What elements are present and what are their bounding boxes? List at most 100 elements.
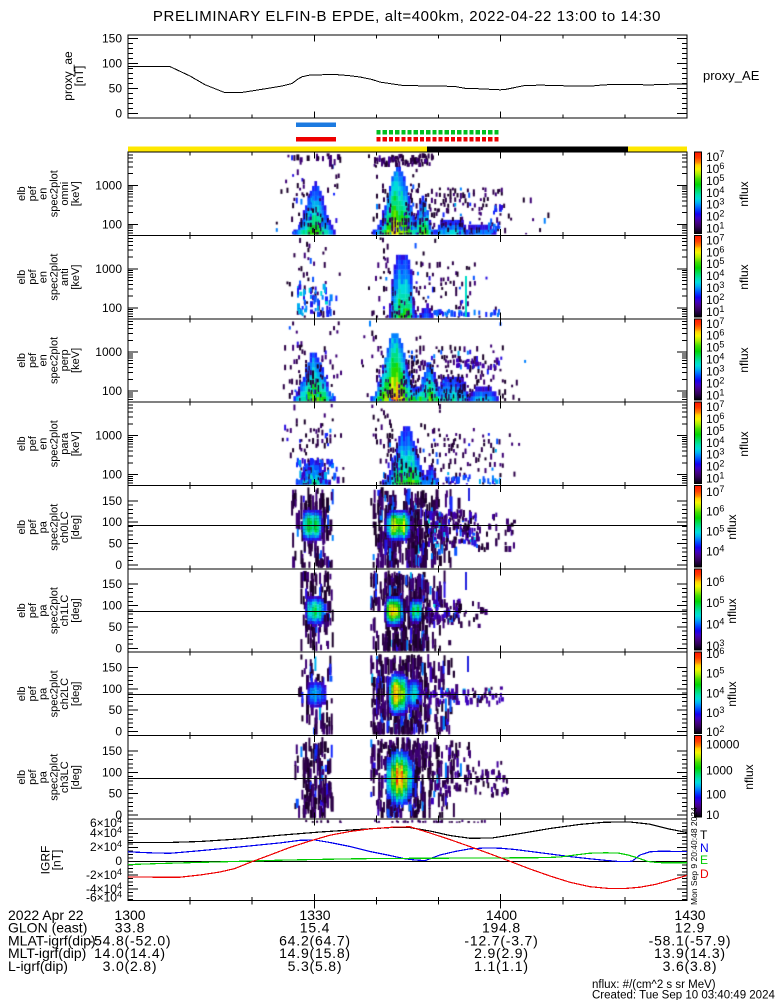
svg-text:nflux: nflux xyxy=(725,598,739,623)
svg-text:spec2plot: spec2plot xyxy=(48,504,60,551)
svg-text:elb: elb xyxy=(16,687,28,702)
svg-text:T: T xyxy=(700,828,708,842)
svg-text:104: 104 xyxy=(706,544,724,559)
svg-text:pa: pa xyxy=(38,770,50,783)
svg-text:elb: elb xyxy=(16,603,28,618)
svg-text:104: 104 xyxy=(706,685,724,700)
svg-text:150: 150 xyxy=(102,660,122,674)
svg-text:12.9: 12.9 xyxy=(675,920,705,936)
svg-text:100: 100 xyxy=(102,217,122,231)
svg-text:pa: pa xyxy=(38,520,50,533)
svg-text:en: en xyxy=(38,354,50,366)
svg-text:[keV]: [keV] xyxy=(70,265,82,290)
svg-text:0: 0 xyxy=(115,107,122,121)
svg-text:Created: Tue Sep 10 03:40:49 2: Created: Tue Sep 10 03:40:49 2024 xyxy=(592,990,775,1000)
svg-text:1000: 1000 xyxy=(95,178,122,192)
svg-text:nflux: nflux xyxy=(737,264,751,289)
svg-text:pa: pa xyxy=(38,604,50,617)
svg-text:pef: pef xyxy=(27,769,39,785)
svg-text:pef: pef xyxy=(27,519,39,535)
svg-text:elb: elb xyxy=(16,436,28,451)
svg-text:pef: pef xyxy=(27,269,39,285)
svg-text:1.1(1.1): 1.1(1.1) xyxy=(474,958,529,974)
svg-text:50: 50 xyxy=(109,787,123,801)
svg-text:-4×104: -4×104 xyxy=(86,881,122,896)
svg-text:0: 0 xyxy=(115,854,122,868)
svg-text:N: N xyxy=(700,841,709,855)
svg-text:en: en xyxy=(38,271,50,283)
svg-text:103: 103 xyxy=(706,705,724,720)
svg-text:100: 100 xyxy=(102,599,122,613)
svg-text:106: 106 xyxy=(706,574,724,589)
svg-text:omni: omni xyxy=(59,182,71,206)
svg-text:15.4: 15.4 xyxy=(300,920,330,936)
svg-text:150: 150 xyxy=(102,494,122,508)
svg-text:100: 100 xyxy=(102,765,122,779)
svg-text:-6×104: -6×104 xyxy=(86,890,122,905)
svg-text:spec2plot: spec2plot xyxy=(48,670,60,717)
svg-text:MLT-igrf(dip): MLT-igrf(dip) xyxy=(8,945,86,961)
svg-text:1000: 1000 xyxy=(95,429,122,443)
svg-text:0: 0 xyxy=(115,725,122,739)
svg-text:64.2(64.7): 64.2(64.7) xyxy=(279,932,351,948)
svg-text:50: 50 xyxy=(109,703,123,717)
svg-text:perp: perp xyxy=(59,349,71,371)
svg-text:150: 150 xyxy=(102,744,122,758)
svg-text:nflux: nflux xyxy=(725,514,739,539)
svg-text:proxy_AE: proxy_AE xyxy=(703,68,760,83)
svg-text:nflux: #/(cm^2 s sr MeV): nflux: #/(cm^2 s sr MeV) xyxy=(592,979,716,991)
svg-text:105: 105 xyxy=(706,665,724,680)
svg-text:1000: 1000 xyxy=(706,763,733,777)
svg-text:107: 107 xyxy=(706,484,724,499)
svg-text:1000: 1000 xyxy=(95,262,122,276)
svg-text:1300: 1300 xyxy=(114,907,145,923)
svg-text:nflux: nflux xyxy=(737,181,751,206)
svg-text:spec2plot: spec2plot xyxy=(48,754,60,801)
svg-text:pef: pef xyxy=(27,435,39,451)
svg-text:194.8: 194.8 xyxy=(482,920,521,936)
svg-text:[deg]: [deg] xyxy=(70,682,82,706)
svg-text:anti: anti xyxy=(59,268,71,286)
svg-text:2×104: 2×104 xyxy=(90,839,122,854)
svg-text:-12.7(-3.7): -12.7(-3.7) xyxy=(464,932,538,948)
svg-text:33.8: 33.8 xyxy=(115,920,145,936)
svg-text:100: 100 xyxy=(102,682,122,696)
svg-text:Mon Sep 9 20:40:48 2024: Mon Sep 9 20:40:48 2024 xyxy=(689,807,699,905)
svg-text:spec2plot: spec2plot xyxy=(48,254,60,301)
svg-text:1000: 1000 xyxy=(95,345,122,359)
svg-text:13.9(14.3): 13.9(14.3) xyxy=(654,945,726,961)
svg-text:150: 150 xyxy=(102,577,122,591)
svg-text:0: 0 xyxy=(115,558,122,572)
svg-text:[nT]: [nT] xyxy=(72,66,86,87)
svg-text:5.3(5.8): 5.3(5.8) xyxy=(288,958,343,974)
svg-text:10: 10 xyxy=(706,808,720,822)
svg-text:14.9(15.8): 14.9(15.8) xyxy=(279,945,351,961)
svg-text:[keV]: [keV] xyxy=(70,431,82,456)
svg-text:ch2LC: ch2LC xyxy=(59,678,71,710)
svg-text:[deg]: [deg] xyxy=(70,515,82,539)
svg-text:3.0(2.8): 3.0(2.8) xyxy=(103,958,158,974)
svg-text:100: 100 xyxy=(102,515,122,529)
svg-text:elb: elb xyxy=(16,353,28,368)
svg-text:100: 100 xyxy=(706,787,726,801)
svg-text:1330: 1330 xyxy=(299,907,330,923)
svg-text:spec2plot: spec2plot xyxy=(48,587,60,634)
svg-text:[deg]: [deg] xyxy=(70,598,82,622)
svg-text:105: 105 xyxy=(706,523,724,538)
svg-text:ch3LC: ch3LC xyxy=(59,761,71,793)
svg-text:nflux: nflux xyxy=(725,681,739,706)
svg-text:ch0LC: ch0LC xyxy=(59,511,71,543)
svg-text:nflux: nflux xyxy=(737,431,751,456)
svg-text:spec2plot: spec2plot xyxy=(48,420,60,467)
svg-text:150: 150 xyxy=(102,32,122,46)
svg-text:100: 100 xyxy=(102,57,122,71)
svg-text:pef: pef xyxy=(27,685,39,701)
svg-text:pef: pef xyxy=(27,185,39,201)
svg-text:pef: pef xyxy=(27,352,39,368)
svg-text:spec2plot: spec2plot xyxy=(48,337,60,384)
svg-text:PRELIMINARY ELFIN-B EPDE, alt=: PRELIMINARY ELFIN-B EPDE, alt=400km, 202… xyxy=(153,8,661,25)
svg-text:elb: elb xyxy=(16,186,28,201)
svg-text:pef: pef xyxy=(27,602,39,618)
svg-text:pa: pa xyxy=(38,687,50,700)
svg-text:1400: 1400 xyxy=(486,907,517,923)
